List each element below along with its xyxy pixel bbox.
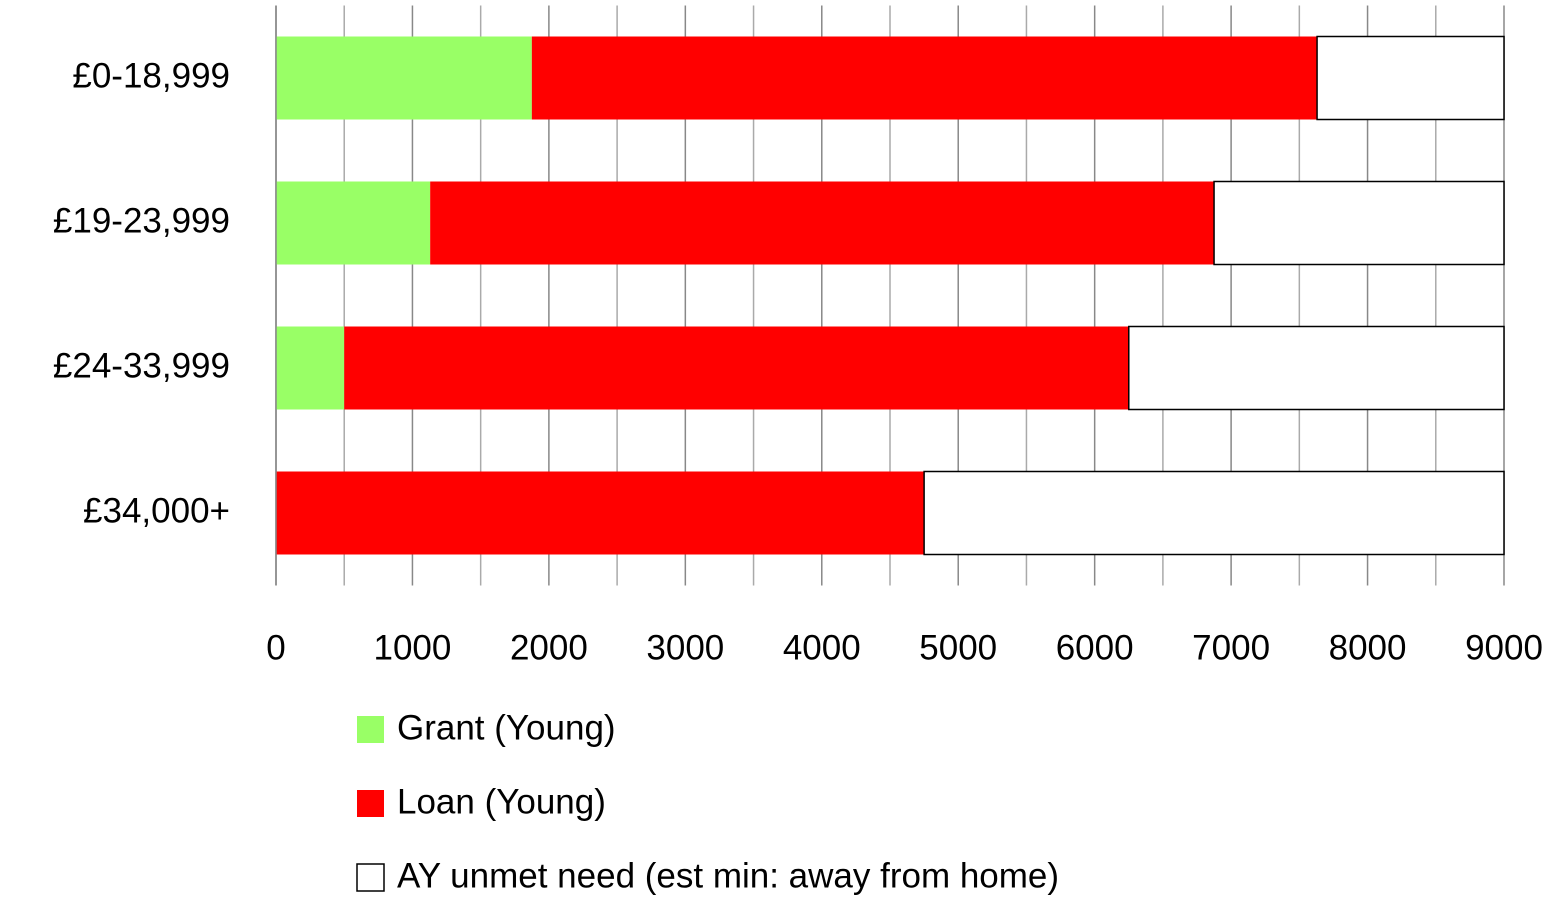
bar-segment: [276, 36, 532, 120]
bar-segment: [276, 471, 925, 555]
x-tick-label: 3000: [646, 628, 724, 667]
bar-segment: [430, 181, 1215, 265]
x-tick-label: 7000: [1192, 628, 1270, 667]
x-tick-label: 1000: [374, 628, 452, 667]
bar-segment: [1128, 325, 1505, 411]
x-tick-label: 9000: [1465, 628, 1543, 667]
x-tick-label: 0: [266, 628, 285, 667]
bar-segment: [276, 181, 431, 265]
y-tick-label: £19-23,999: [53, 201, 230, 240]
legend-swatch: [357, 716, 384, 743]
bar-segment: [1316, 35, 1505, 121]
legend-label: Grant (Young): [397, 708, 616, 747]
x-tick-label: 8000: [1329, 628, 1407, 667]
x-tick-label: 5000: [919, 628, 997, 667]
x-tick-label: 2000: [510, 628, 588, 667]
bar-segment: [923, 470, 1505, 556]
bar-segment: [276, 326, 345, 410]
x-tick-label: 4000: [783, 628, 861, 667]
legend-label: AY unmet need (est min: away from home): [397, 856, 1059, 895]
legend-swatch: [357, 790, 384, 817]
legend-label: Loan (Young): [397, 782, 606, 821]
legend-swatch: [356, 863, 385, 892]
y-tick-label: £34,000+: [83, 491, 230, 530]
x-tick-label: 6000: [1056, 628, 1134, 667]
bar-segment: [531, 36, 1318, 120]
y-tick-label: £0-18,999: [72, 56, 230, 95]
bar-segment: [344, 326, 1129, 410]
bar-segment: [1213, 180, 1505, 266]
y-tick-label: £24-33,999: [53, 346, 230, 385]
